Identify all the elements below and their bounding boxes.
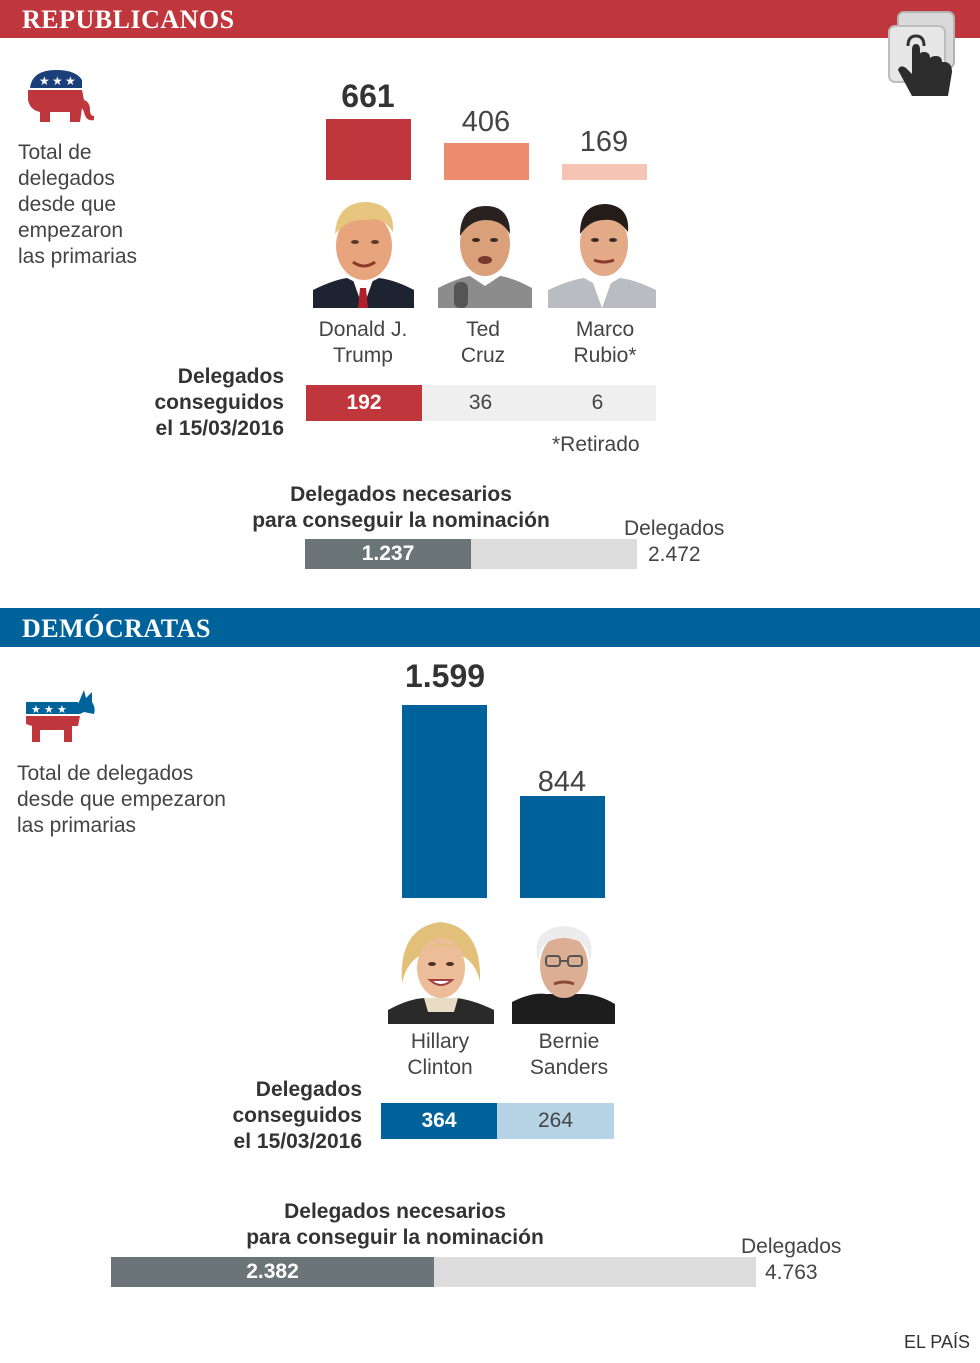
- rep-name-rubio: Marco Rubio*: [573, 318, 637, 367]
- svg-text:★: ★: [39, 74, 50, 88]
- rep-value-label-trump: 661: [341, 78, 395, 114]
- rep-delegates-label: Delegados conseguidos el 15/03/2016: [154, 365, 284, 440]
- republicans-side-label: Total de delegados desde que empezaron l…: [18, 141, 138, 268]
- rep-name-cruz: Ted Cruz: [460, 318, 506, 367]
- dem-name-sanders: Bernie Sanders: [529, 1030, 609, 1079]
- dem-total-track: 2.382: [111, 1257, 756, 1287]
- rep-needed-label: Delegados necesarios para conseguir la n…: [252, 483, 550, 532]
- rep-name-trump: Donald J. Trump: [318, 318, 408, 367]
- rep-bar-cruz: [444, 143, 529, 180]
- svg-text:★: ★: [57, 703, 67, 716]
- rep-daily-rubio: 6: [539, 385, 656, 421]
- cruz-photo: [438, 190, 532, 308]
- rep-value-label-rubio: 169: [579, 126, 629, 158]
- republicans-title: REPUBLICANOS: [22, 5, 235, 34]
- rep-needed-value: 1.237: [361, 542, 415, 565]
- dem-needed-label: Delegados necesarios para conseguir la n…: [246, 1200, 544, 1249]
- dem-daily-clinton: 364: [381, 1103, 497, 1139]
- dem-value-label-clinton: 1.599: [404, 658, 486, 694]
- rep-daily-cruz: 36: [422, 385, 539, 421]
- democrats-title: DEMÓCRATAS: [22, 614, 211, 643]
- rep-daily-trump: 192: [306, 385, 422, 421]
- dem-needed-bar: 2.382: [111, 1257, 434, 1287]
- dem-bar-sanders: [520, 796, 605, 898]
- rep-value-label-cruz: 406: [461, 106, 511, 138]
- rep-bar-trump: [326, 119, 411, 180]
- rep-total-track: 1.237: [305, 539, 637, 569]
- rep-footnote: *Retirado: [552, 433, 640, 456]
- rubio-photo: [548, 190, 656, 308]
- dem-total-label: Delegados 4.763: [741, 1235, 842, 1284]
- dem-bar-clinton: [402, 705, 487, 898]
- republican-elephant-icon: ★ ★ ★: [24, 66, 96, 128]
- dem-value-label-sanders: 844: [537, 766, 587, 798]
- sanders-photo: [512, 912, 615, 1024]
- trump-photo: [313, 190, 414, 308]
- rep-total-label: Delegados 2.472: [624, 517, 725, 566]
- rep-needed-bar: 1.237: [305, 539, 471, 569]
- svg-text:★: ★: [65, 74, 76, 88]
- dem-delegates-label: Delegados conseguidos el 15/03/2016: [232, 1078, 362, 1153]
- dem-name-clinton: Hillary Clinton: [407, 1030, 473, 1079]
- rep-bar-rubio: [562, 164, 647, 180]
- touch-hand-icon[interactable]: [886, 10, 958, 104]
- dem-daily-sanders: 264: [497, 1103, 614, 1139]
- dem-needed-value: 2.382: [246, 1260, 299, 1283]
- svg-text:★: ★: [31, 703, 41, 716]
- svg-text:★: ★: [44, 703, 54, 716]
- democrats-banner: DEMÓCRATAS: [0, 608, 980, 647]
- clinton-photo: [388, 912, 494, 1024]
- svg-text:★: ★: [52, 74, 63, 88]
- democrat-donkey-icon: ★ ★ ★: [22, 684, 98, 746]
- democrats-side-label: Total de delegados desde que empezaron l…: [17, 762, 226, 837]
- footer-brand: EL PAÍS: [903, 1332, 970, 1352]
- republicans-banner: REPUBLICANOS: [0, 0, 980, 38]
